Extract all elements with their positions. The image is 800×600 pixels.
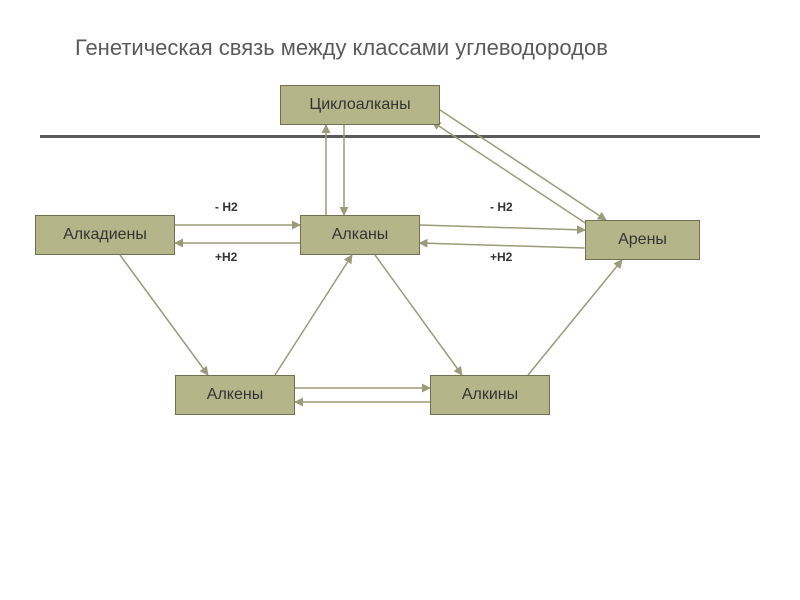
divider <box>40 135 760 138</box>
edge-label-3: +Н2 <box>490 250 512 264</box>
edge-label-1: +Н2 <box>215 250 237 264</box>
edge <box>440 110 606 220</box>
edge <box>120 255 208 375</box>
page-title: Генетическая связь между классами углево… <box>75 35 608 61</box>
edge <box>420 225 585 230</box>
node-alkadienes: Алкадиены <box>35 215 175 255</box>
edge-label-2: - Н2 <box>490 200 513 214</box>
node-alkanes: Алканы <box>300 215 420 255</box>
node-alkynes: Алкины <box>430 375 550 415</box>
node-cycloalkanes: Циклоалканы <box>280 85 440 125</box>
node-alkenes: Алкены <box>175 375 295 415</box>
edge <box>528 260 622 375</box>
node-arenes: Арены <box>585 220 700 260</box>
edge-label-0: - Н2 <box>215 200 238 214</box>
edge <box>419 243 584 248</box>
edge <box>275 255 352 375</box>
edge <box>432 122 598 232</box>
edge <box>375 255 462 375</box>
